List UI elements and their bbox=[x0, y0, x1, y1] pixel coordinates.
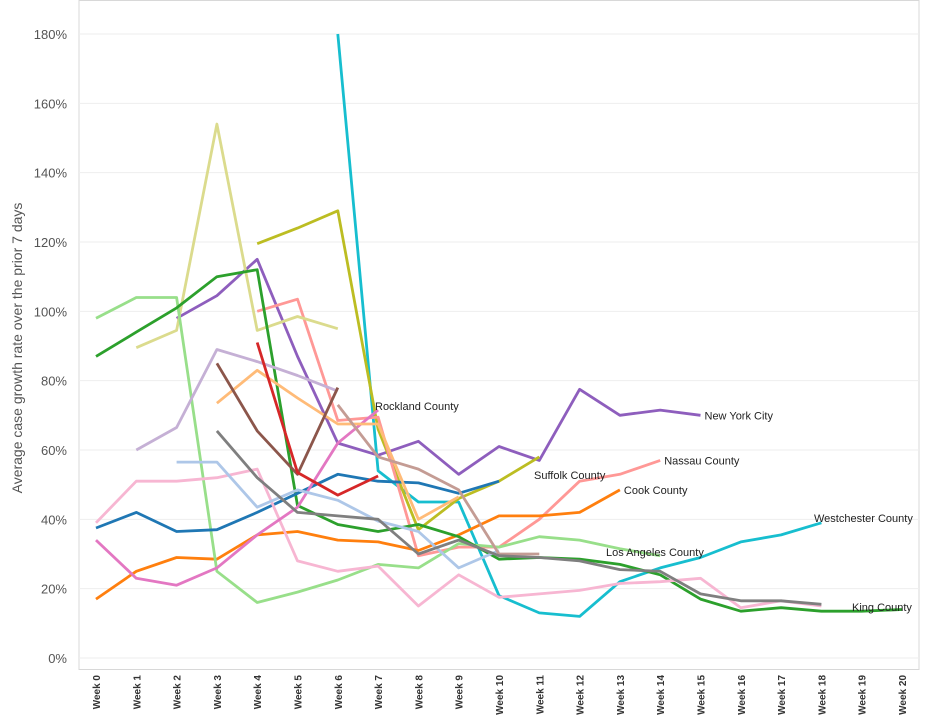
x-tick-label: Week 0 bbox=[92, 675, 103, 710]
series-label: Cook County bbox=[624, 485, 688, 497]
x-tick-label: Week 8 bbox=[414, 675, 425, 710]
series bbox=[94, 33, 903, 618]
series-labels: New York City Westchester County Suffolk C… bbox=[375, 401, 913, 614]
series-line bbox=[95, 472, 500, 533]
x-tick-label: Week 1 bbox=[132, 675, 143, 710]
x-tick-label: Week 11 bbox=[535, 675, 546, 715]
y-axis-title: Average case growth rate over the prior … bbox=[9, 203, 25, 494]
x-tick-label: Week 15 bbox=[697, 675, 708, 715]
series-line bbox=[216, 368, 460, 521]
series-line bbox=[95, 268, 903, 613]
series-label: Rockland County bbox=[375, 401, 459, 413]
x-axis-ticks: Week 0 Week 1 Week 2 Week 3 Week 4 Week 5 Week… bbox=[92, 675, 909, 715]
series-label: King County bbox=[852, 602, 912, 614]
series-label: New York City bbox=[705, 410, 774, 422]
x-tick-label: Week 16 bbox=[737, 675, 748, 715]
series-line bbox=[95, 409, 379, 587]
x-tick-label: Week 19 bbox=[858, 675, 869, 715]
series-label: Westchester County bbox=[814, 513, 913, 525]
series-line bbox=[336, 404, 540, 556]
y-tick-label: 0% bbox=[48, 651, 67, 666]
x-tick-label: Week 17 bbox=[777, 675, 788, 715]
x-tick-label: Week 10 bbox=[495, 675, 506, 715]
y-axis-ticks: 0% 20% 40% 60% 80% 100% 120% 140% 160% 180% bbox=[34, 27, 68, 666]
y-tick-label: 60% bbox=[41, 443, 67, 458]
y-tick-label: 160% bbox=[34, 96, 68, 111]
series-line bbox=[94, 467, 822, 610]
y-tick-label: 180% bbox=[34, 27, 68, 42]
y-tick-label: 140% bbox=[34, 166, 68, 181]
x-tick-label: Week 2 bbox=[173, 675, 184, 710]
y-tick-label: 100% bbox=[34, 304, 68, 319]
series-line bbox=[135, 348, 339, 452]
series-label: Suffolk County bbox=[534, 470, 606, 482]
x-tick-label: Week 5 bbox=[294, 675, 305, 710]
series-label: Los Angeles County bbox=[606, 547, 704, 559]
series-line bbox=[176, 460, 500, 570]
x-tick-label: Week 6 bbox=[334, 675, 345, 710]
grid bbox=[79, 33, 919, 659]
x-tick-label: Week 3 bbox=[213, 675, 224, 710]
series-line bbox=[175, 257, 701, 476]
x-tick-label: Week 14 bbox=[656, 675, 667, 715]
series-line bbox=[256, 297, 661, 558]
series-line bbox=[215, 362, 340, 476]
series-label: Nassau County bbox=[664, 455, 740, 467]
x-tick-label: Week 20 bbox=[898, 675, 909, 715]
x-tick-label: Week 13 bbox=[616, 675, 627, 715]
x-tick-label: Week 7 bbox=[374, 675, 385, 710]
series-line bbox=[95, 296, 661, 604]
y-tick-label: 80% bbox=[41, 374, 67, 389]
plot-frame bbox=[78, 0, 920, 670]
series-line bbox=[215, 429, 822, 606]
series-line bbox=[135, 122, 339, 349]
x-tick-label: Week 12 bbox=[576, 675, 587, 715]
y-tick-label: 40% bbox=[41, 512, 67, 527]
series-line bbox=[336, 33, 822, 618]
series-line bbox=[95, 488, 621, 601]
x-tick-label: Week 4 bbox=[253, 675, 264, 710]
x-tick-label: Week 9 bbox=[455, 675, 466, 710]
series-line bbox=[255, 342, 379, 497]
y-tick-label: 20% bbox=[41, 582, 67, 597]
y-tick-label: 120% bbox=[34, 235, 68, 250]
x-tick-label: Week 18 bbox=[817, 675, 828, 715]
